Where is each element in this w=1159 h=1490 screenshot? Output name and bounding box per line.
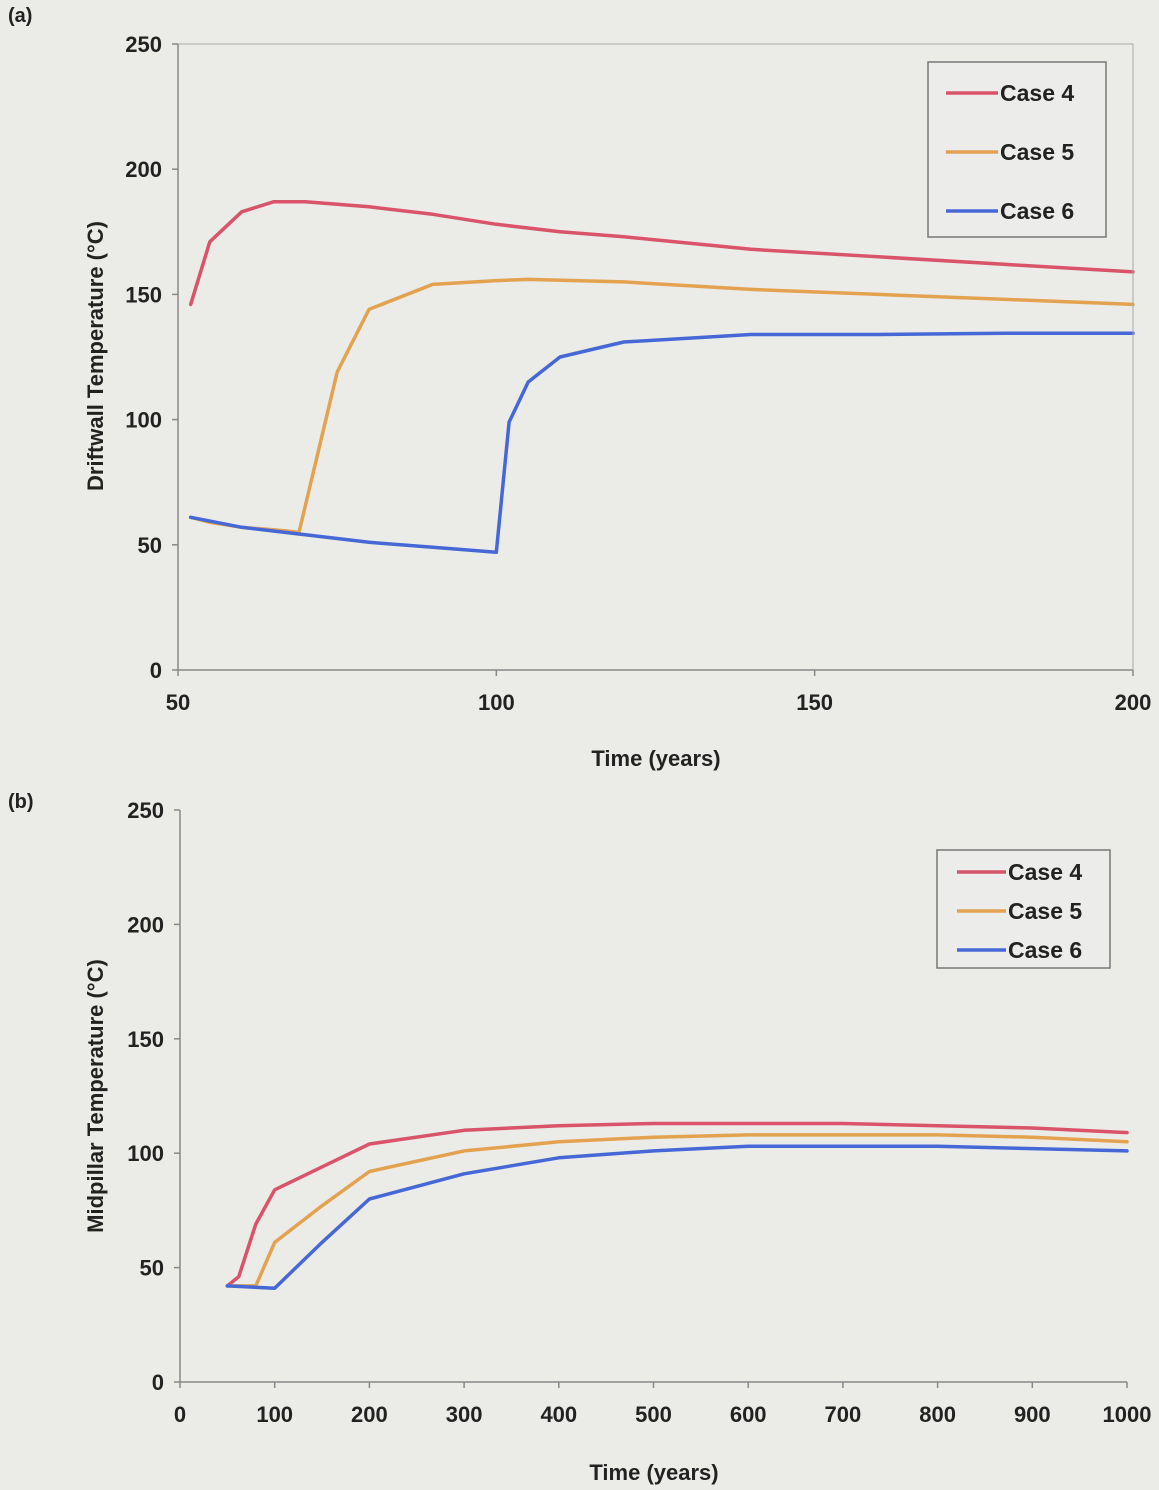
x-tick-label: 300: [446, 1402, 483, 1427]
y-tick-label: 200: [127, 912, 164, 937]
series-line-case-6: [188, 331, 1135, 555]
x-axis-title: Time (years): [591, 746, 720, 771]
series-line-case-5: [188, 277, 1135, 535]
y-tick-label: 0: [152, 1370, 164, 1395]
legend-label: Case 4: [1000, 80, 1074, 106]
x-tick-label: 200: [351, 1402, 388, 1427]
series-line-case-5: [225, 1133, 1129, 1288]
y-tick-label: 100: [125, 408, 162, 433]
y-tick-label: 250: [125, 32, 162, 57]
x-axis-ticks: 0 100 200 300 400 500 600 700 800 900 1000: [174, 1382, 1152, 1427]
series-line-case-4: [225, 1121, 1129, 1288]
x-tick-label: 600: [730, 1402, 767, 1427]
series-layer: [225, 1121, 1129, 1290]
legend-label: Case 4: [1008, 859, 1082, 885]
x-tick-label: 700: [825, 1402, 862, 1427]
panel-b-midpillar-chart: (b) 0 100 200 300 400 500 600 700 800 900 1000 0 50…: [8, 791, 1151, 1485]
x-tick-label: 50: [166, 690, 190, 715]
y-axis-title: Driftwall Temperature (°C): [83, 221, 108, 491]
y-tick-label: 150: [127, 1027, 164, 1052]
legend: Case 4 Case 5 Case 6: [927, 61, 1107, 238]
y-axis-title: Midpillar Temperature (°C): [83, 959, 108, 1233]
x-tick-label: 100: [478, 690, 515, 715]
y-axis-ticks: 0 50 100 150 200 250: [125, 32, 178, 683]
series-line-case-6: [225, 1144, 1129, 1290]
series-layer: [188, 200, 1135, 555]
y-tick-label: 250: [127, 798, 164, 823]
legend: Case 4 Case 5 Case 6: [936, 849, 1111, 969]
legend-label: Case 5: [1000, 139, 1074, 165]
legend-label: Case 5: [1008, 898, 1082, 924]
x-tick-label: 500: [635, 1402, 672, 1427]
legend-label: Case 6: [1000, 198, 1074, 224]
y-tick-label: 200: [125, 157, 162, 182]
y-axis-ticks: 0 50 100 150 200 250: [127, 798, 180, 1395]
x-tick-label: 100: [256, 1402, 293, 1427]
x-tick-label: 400: [540, 1402, 577, 1427]
x-tick-label: 900: [1014, 1402, 1051, 1427]
panel-label-a: (a): [8, 5, 32, 27]
x-tick-label: 0: [174, 1402, 186, 1427]
panel-label-b: (b): [8, 791, 34, 813]
x-tick-label: 150: [796, 690, 833, 715]
y-tick-label: 50: [138, 533, 162, 558]
series-line-case-4: [188, 200, 1135, 307]
y-tick-label: 100: [127, 1141, 164, 1166]
legend-label: Case 6: [1008, 937, 1082, 963]
x-axis-ticks: 50 100 150 200: [166, 670, 1152, 715]
x-tick-label: 1000: [1103, 1402, 1152, 1427]
x-tick-label: 200: [1115, 690, 1152, 715]
x-axis-title: Time (years): [589, 1460, 718, 1485]
y-tick-label: 0: [150, 658, 162, 683]
legend-box: [927, 61, 1107, 238]
y-tick-label: 150: [125, 282, 162, 307]
x-tick-label: 800: [919, 1402, 956, 1427]
y-tick-label: 50: [140, 1256, 164, 1281]
